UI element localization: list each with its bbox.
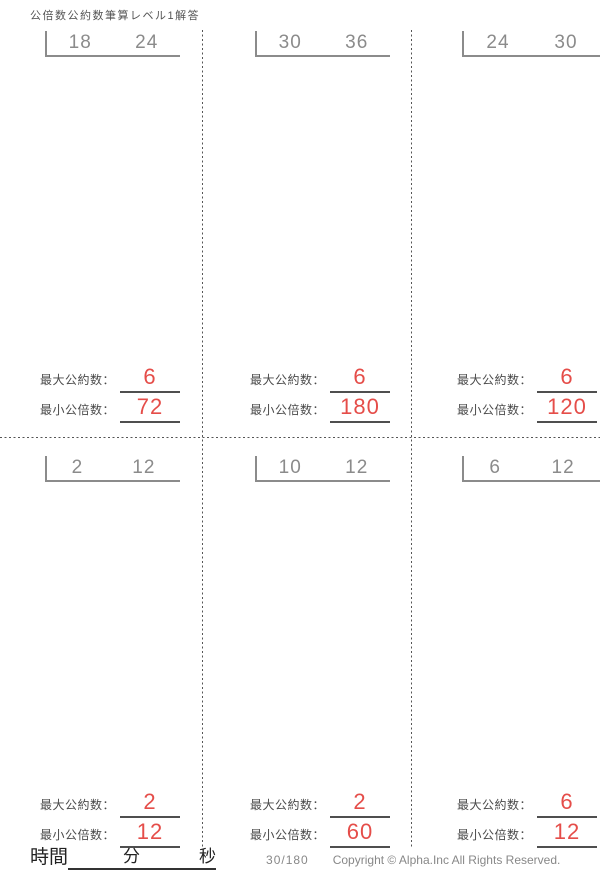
lcm-label: 最小公倍数： bbox=[249, 828, 325, 842]
time-label: 時間 bbox=[30, 847, 69, 868]
gcd-answer: 6 bbox=[120, 366, 180, 393]
gcd-answer: 6 bbox=[537, 791, 597, 818]
gcd-label: 最大公約数： bbox=[456, 373, 532, 387]
lcm-answer-row: 最小公倍数： 12 bbox=[447, 821, 597, 848]
lcm-label: 最小公倍数： bbox=[249, 403, 325, 417]
page-title: 公倍数公約数筆算レベル1解答 bbox=[30, 10, 201, 22]
problem-cell-1: 18 24 最大公約数： 6 最小公倍数： 72 bbox=[30, 28, 185, 428]
gcd-answer: 6 bbox=[537, 366, 597, 393]
gcd-label: 最大公約数： bbox=[249, 373, 325, 387]
lcm-label: 最小公倍数： bbox=[456, 828, 532, 842]
gcd-answer-row: 最大公約数： 6 bbox=[240, 366, 390, 393]
operand-a: 30 bbox=[278, 32, 302, 53]
gcd-label: 最大公約数： bbox=[456, 798, 532, 812]
operand-b: 24 bbox=[135, 32, 159, 53]
problem-cell-3: 24 30 最大公約数： 6 最小公倍数： 120 bbox=[447, 28, 600, 428]
lcm-answer: 180 bbox=[330, 396, 390, 423]
lcm-label: 最小公倍数： bbox=[39, 403, 115, 417]
gcd-answer-row: 最大公約数： 6 bbox=[447, 366, 597, 393]
seconds-label: 秒 bbox=[199, 847, 217, 867]
division-bracket: 24 30 bbox=[462, 31, 600, 57]
operand-b: 12 bbox=[345, 457, 369, 478]
gcd-answer: 2 bbox=[120, 791, 180, 818]
lcm-answer: 12 bbox=[537, 821, 597, 848]
lcm-answer-row: 最小公倍数： 60 bbox=[240, 821, 390, 848]
column-divider-left bbox=[202, 30, 203, 848]
footer: 時間 分 秒 30/180 Copyright © Alpha.Inc All … bbox=[30, 847, 592, 870]
lcm-answer-row: 最小公倍数： 120 bbox=[447, 396, 597, 423]
operand-b: 12 bbox=[132, 457, 156, 478]
lcm-label: 最小公倍数： bbox=[39, 828, 115, 842]
gcd-answer-row: 最大公約数： 2 bbox=[30, 791, 180, 818]
gcd-answer-row: 最大公約数： 6 bbox=[447, 791, 597, 818]
gcd-answer-row: 最大公約数： 2 bbox=[240, 791, 390, 818]
division-bracket: 6 12 bbox=[462, 456, 600, 482]
copyright-text: Copyright © Alpha.Inc All Rights Reserve… bbox=[332, 852, 561, 867]
division-bracket: 2 12 bbox=[45, 456, 180, 482]
problem-cell-6: 6 12 最大公約数： 6 最小公倍数： 12 bbox=[447, 453, 600, 853]
gcd-label: 最大公約数： bbox=[249, 798, 325, 812]
row-divider bbox=[0, 437, 600, 438]
operand-a: 10 bbox=[278, 457, 302, 478]
lcm-answer-row: 最小公倍数： 72 bbox=[30, 396, 180, 423]
operand-a: 18 bbox=[68, 32, 92, 53]
operand-b: 36 bbox=[345, 32, 369, 53]
operand-b: 12 bbox=[551, 457, 575, 478]
problem-cell-2: 30 36 最大公約数： 6 最小公倍数： 180 bbox=[240, 28, 395, 428]
time-blank-line: 分 秒 bbox=[68, 847, 217, 870]
gcd-label: 最大公約数： bbox=[39, 373, 115, 387]
lcm-answer: 120 bbox=[537, 396, 597, 423]
gcd-answer: 6 bbox=[330, 366, 390, 393]
division-bracket: 18 24 bbox=[45, 31, 180, 57]
minutes-label: 分 bbox=[123, 847, 141, 867]
lcm-answer-row: 最小公倍数： 180 bbox=[240, 396, 390, 423]
gcd-answer-row: 最大公約数： 6 bbox=[30, 366, 180, 393]
lcm-answer: 60 bbox=[330, 821, 390, 848]
problem-cell-4: 2 12 最大公約数： 2 最小公倍数： 12 bbox=[30, 453, 185, 853]
lcm-answer-row: 最小公倍数： 12 bbox=[30, 821, 180, 848]
page-number: 30/180 bbox=[266, 852, 309, 867]
lcm-answer: 12 bbox=[120, 821, 180, 848]
column-divider-right bbox=[411, 30, 412, 848]
gcd-answer: 2 bbox=[330, 791, 390, 818]
operand-a: 24 bbox=[486, 32, 510, 53]
problem-cell-5: 10 12 最大公約数： 2 最小公倍数： 60 bbox=[240, 453, 395, 853]
gcd-label: 最大公約数： bbox=[39, 798, 115, 812]
operand-b: 30 bbox=[554, 32, 578, 53]
lcm-answer: 72 bbox=[120, 396, 180, 423]
operand-a: 2 bbox=[71, 457, 84, 478]
operand-a: 6 bbox=[489, 457, 501, 478]
division-bracket: 10 12 bbox=[255, 456, 390, 482]
lcm-label: 最小公倍数： bbox=[456, 403, 532, 417]
division-bracket: 30 36 bbox=[255, 31, 390, 57]
